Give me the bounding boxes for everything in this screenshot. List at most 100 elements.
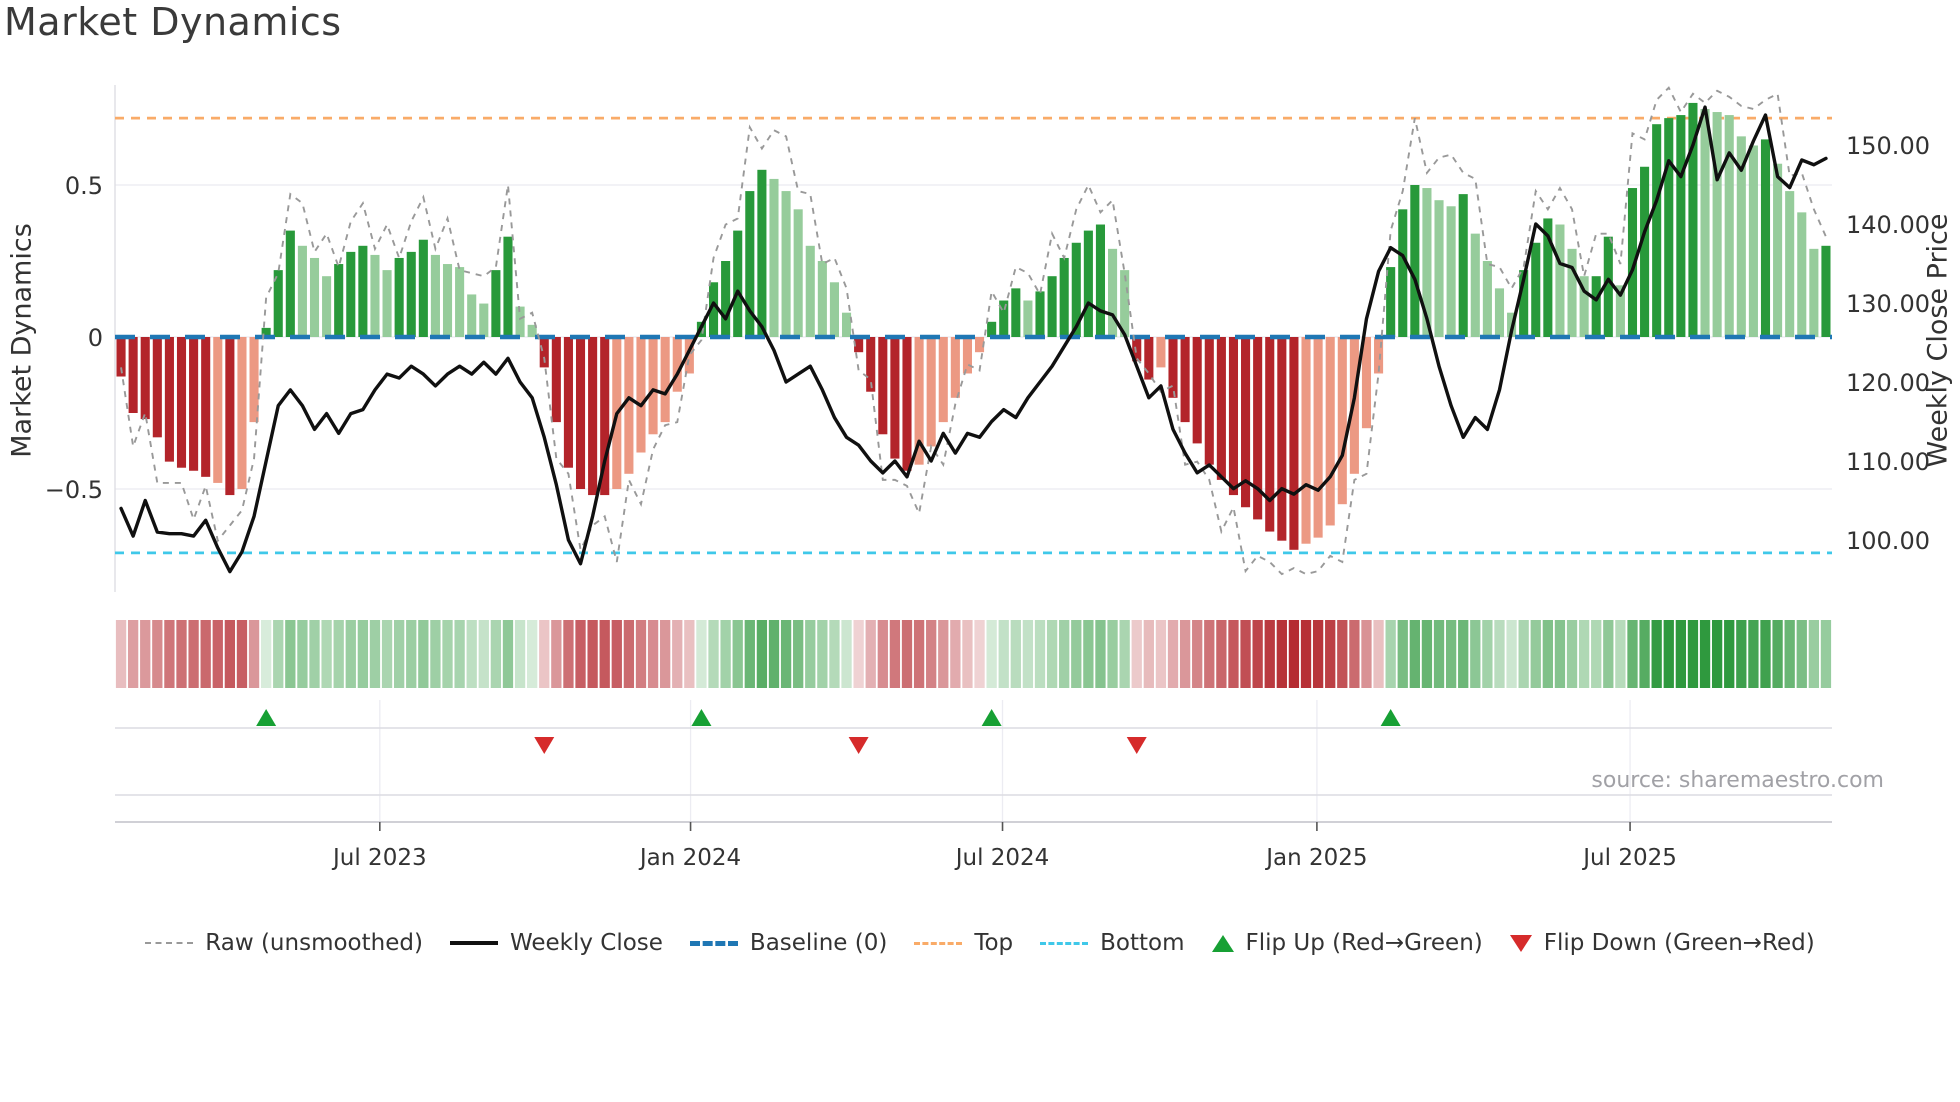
heatmap-cell	[1373, 620, 1384, 688]
bar	[926, 337, 936, 447]
heatmap-cell	[599, 620, 610, 688]
left-axis-tick-label: −0.5	[45, 476, 103, 504]
heatmap-cell	[1288, 620, 1300, 688]
heatmap-cell	[1421, 620, 1433, 688]
bar	[1591, 276, 1601, 337]
heatmap-cell	[1433, 620, 1445, 688]
legend-label: Flip Down (Green→Red)	[1543, 930, 1815, 956]
heatmap-cell	[357, 620, 369, 688]
bar	[1434, 200, 1444, 337]
bar	[1482, 261, 1492, 337]
bar	[1555, 224, 1565, 337]
bar	[672, 337, 682, 392]
bar	[793, 209, 803, 337]
heatmap-cell	[224, 620, 236, 688]
bar	[987, 321, 997, 337]
heatmap-cell	[1615, 620, 1626, 688]
bar	[624, 337, 634, 474]
heatmap-cell	[1687, 620, 1699, 688]
heatmap-cell	[1179, 620, 1191, 688]
bar	[1688, 102, 1698, 337]
bar	[878, 337, 888, 435]
bar	[515, 306, 525, 337]
heatmap-cell	[394, 620, 405, 688]
top-swatch-icon	[914, 941, 963, 945]
heatmap-cell	[865, 620, 876, 688]
heatmap-cell	[1506, 620, 1517, 688]
heatmap-cell	[1458, 620, 1469, 688]
bar	[1652, 124, 1662, 337]
heatmap-cell	[913, 620, 925, 688]
bar	[1809, 248, 1819, 337]
bar	[769, 178, 779, 337]
flip-up-marker	[1380, 709, 1401, 726]
bar	[152, 337, 162, 438]
bar	[213, 337, 223, 483]
heatmap-cell	[1603, 620, 1614, 688]
line-series	[119, 86, 1828, 576]
bar	[999, 300, 1009, 337]
bar	[455, 267, 465, 337]
bar	[636, 337, 646, 453]
heatmap-cell	[926, 620, 937, 688]
bottom-swatch-icon	[1040, 941, 1089, 945]
bar	[1374, 337, 1384, 374]
flip-up-marker	[691, 709, 712, 726]
bar	[1325, 337, 1335, 526]
heatmap-cell	[660, 620, 671, 688]
heatmap-cell	[1627, 620, 1638, 688]
bar	[817, 261, 827, 337]
bar	[334, 264, 344, 337]
legend-label: Baseline (0)	[749, 930, 888, 956]
heatmap-cell	[623, 620, 635, 688]
right-axis-tick-label: 120.00	[1846, 369, 1930, 397]
heatmap-cell	[805, 620, 816, 688]
heatmap-cell	[817, 620, 828, 688]
heatmap-cell	[1264, 620, 1275, 688]
bar	[1615, 285, 1625, 337]
bar	[1386, 267, 1396, 337]
price-line	[119, 105, 1828, 574]
right-axis-tick-label: 130.00	[1846, 290, 1930, 318]
bar	[975, 337, 985, 353]
bar	[1216, 337, 1226, 480]
bar	[164, 337, 174, 462]
legend-label: Weekly Close	[509, 930, 663, 956]
heatmap-cell	[901, 620, 913, 688]
heatmap-cell	[1361, 620, 1372, 688]
heatmap-cell	[950, 620, 961, 688]
heatmap-cell	[345, 620, 356, 688]
heatmap-cell	[454, 620, 465, 688]
heatmap-cell	[1518, 620, 1529, 688]
bar	[394, 257, 404, 337]
heatmap-cell	[1240, 620, 1251, 688]
left-axis-tick-label: 0	[88, 324, 103, 352]
heatmap-cell	[1252, 620, 1263, 688]
x-axis-tick-label: Jan 2025	[1264, 845, 1367, 871]
bar	[684, 337, 694, 374]
heatmap-cell	[309, 620, 320, 688]
heatmap-cell	[1470, 620, 1481, 688]
bar	[781, 191, 791, 337]
heatmap-cell	[793, 620, 804, 688]
bar	[237, 337, 247, 489]
bar	[128, 337, 138, 413]
heatmap-cell	[1325, 620, 1336, 688]
heatmap-cell	[1748, 620, 1759, 688]
x-axis-tick-label: Jul 2023	[331, 845, 427, 871]
source-note: source: sharemaestro.com	[1591, 768, 1884, 793]
bar	[249, 337, 259, 423]
heatmap-cell	[962, 620, 973, 688]
heatmap-cell	[1566, 620, 1578, 688]
heatmap-cell	[1542, 620, 1553, 688]
heatmap-cell	[1663, 620, 1674, 688]
x-axis-tick-label: Jul 2025	[1581, 845, 1677, 871]
heatmap-cell	[1216, 620, 1227, 688]
bar	[950, 337, 960, 398]
bar	[491, 270, 501, 337]
bar	[938, 337, 948, 423]
flip-up-swatch-icon	[1211, 934, 1234, 952]
heatmap-cell	[1699, 620, 1711, 688]
bar	[1821, 245, 1831, 337]
